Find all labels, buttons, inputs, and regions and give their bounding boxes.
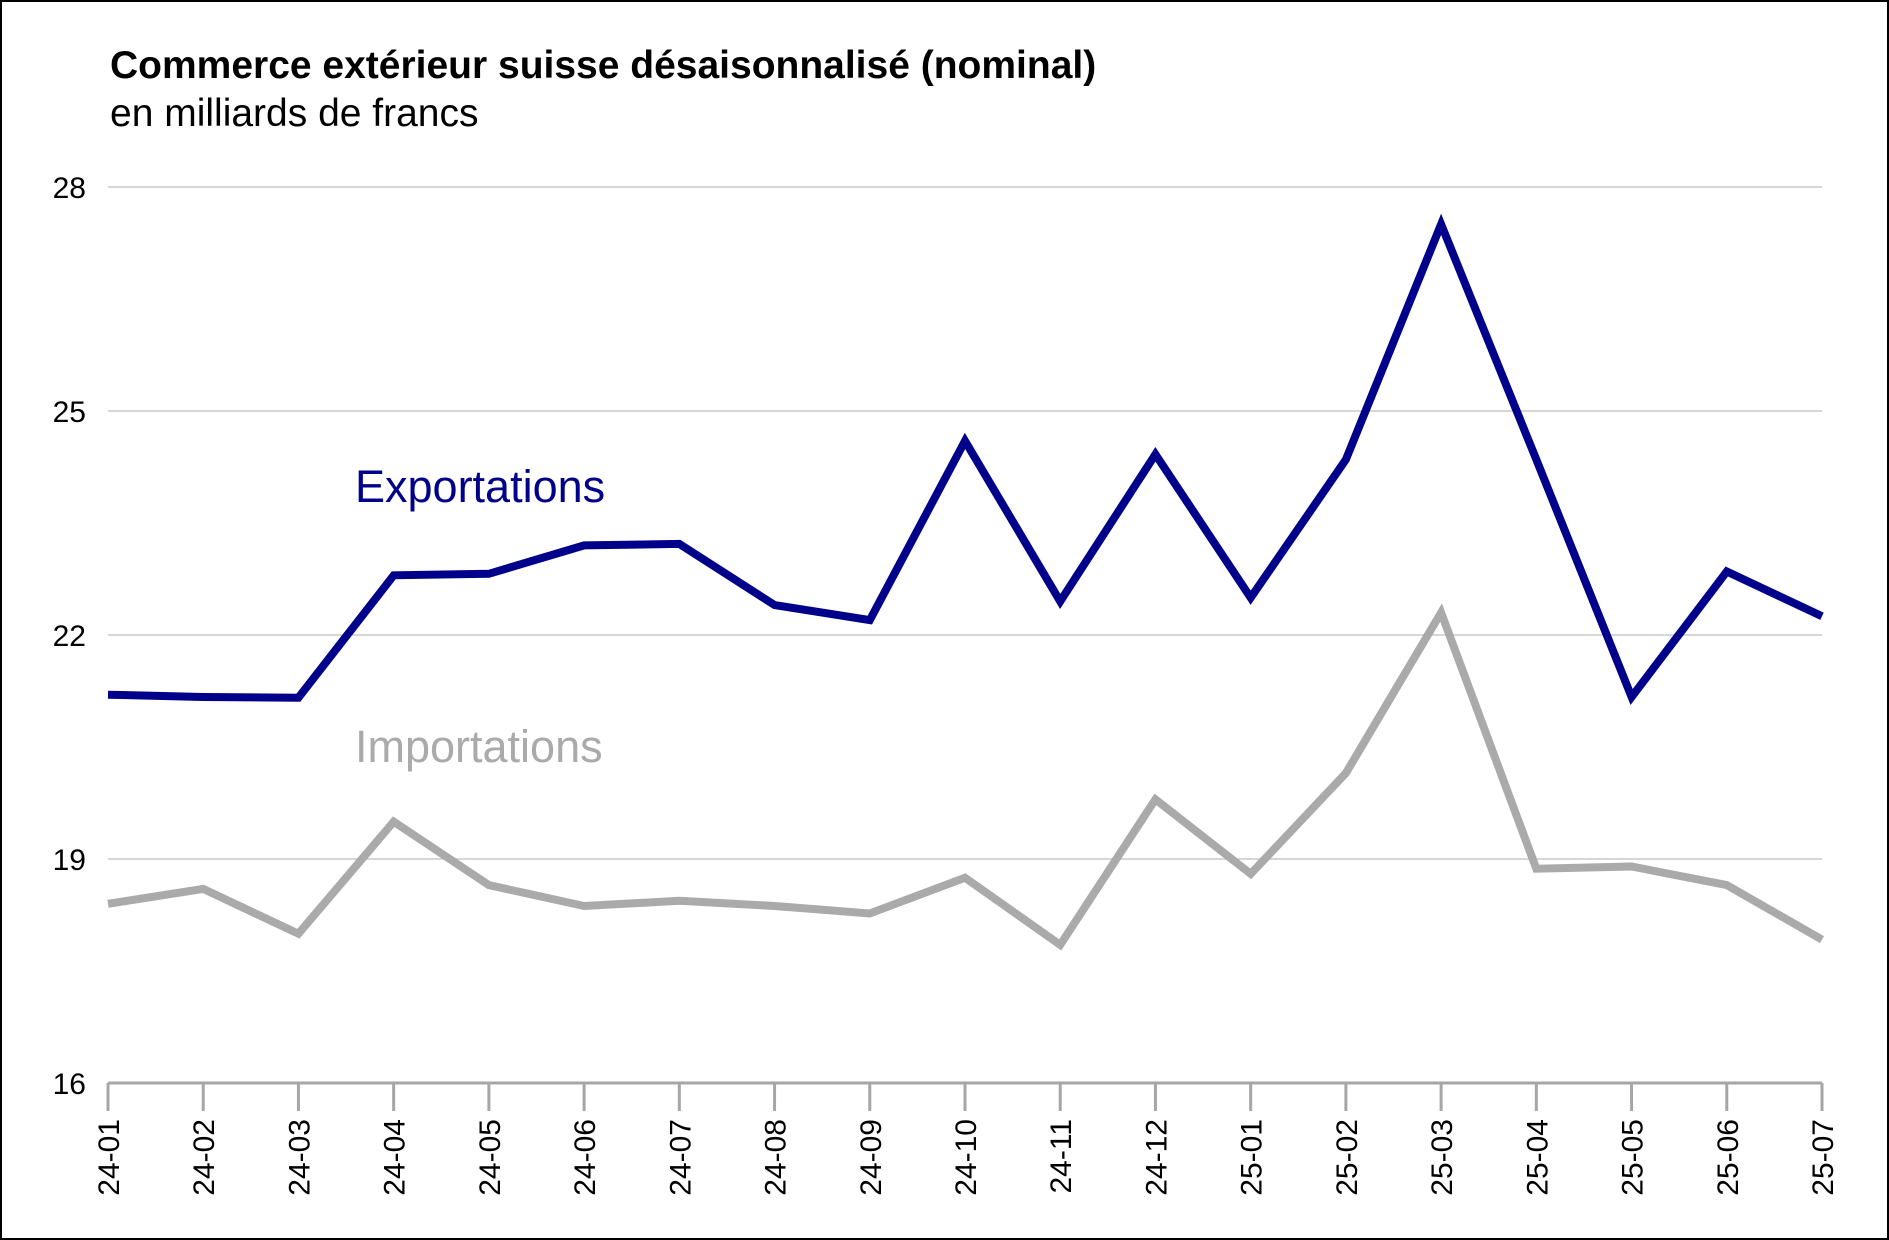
- data-point-importations-25-04: [1535, 868, 1537, 870]
- data-point-importations-24-10: [964, 877, 966, 879]
- x-tick-label-24-07: 24-07: [664, 1119, 697, 1196]
- series-label-importations: Importations: [355, 721, 603, 772]
- data-point-exportations-25-01: [1250, 597, 1252, 599]
- data-point-exportations-24-11: [1059, 600, 1061, 602]
- x-tick-label-25-07: 25-07: [1807, 1119, 1840, 1196]
- x-tick-label-24-02: 24-02: [188, 1119, 221, 1196]
- data-point-importations-24-07: [678, 900, 680, 902]
- data-point-importations-24-02: [202, 888, 204, 890]
- data-point-importations-24-06: [583, 905, 585, 907]
- data-point-exportations-25-07: [1821, 615, 1823, 617]
- x-axis: [106, 1081, 1824, 1111]
- series-label-exportations: Exportations: [355, 461, 605, 512]
- x-tick-label-24-04: 24-04: [379, 1119, 412, 1196]
- data-point-importations-24-09: [869, 913, 871, 915]
- x-tick-label-25-05: 25-05: [1617, 1119, 1650, 1196]
- x-tick-label-24-05: 24-05: [474, 1119, 507, 1196]
- data-point-importations-24-04: [393, 821, 395, 823]
- x-tick-label-25-06: 25-06: [1712, 1119, 1745, 1196]
- y-tick-label-28: 28: [53, 172, 86, 205]
- data-point-exportations-24-01: [107, 694, 109, 696]
- data-point-exportations-25-04: [1535, 459, 1537, 461]
- data-point-importations-24-01: [107, 903, 109, 905]
- y-tick-label-22: 22: [53, 620, 86, 653]
- data-point-importations-25-07: [1821, 939, 1823, 941]
- x-tick-label-24-09: 24-09: [855, 1119, 888, 1196]
- y-tick-label-16: 16: [53, 1068, 86, 1101]
- data-point-exportations-24-04: [393, 574, 395, 576]
- x-tick-label-24-01: 24-01: [93, 1119, 126, 1196]
- data-point-exportations-24-05: [488, 573, 490, 575]
- data-point-exportations-24-10: [964, 440, 966, 442]
- data-point-importations-24-08: [774, 905, 776, 907]
- x-tick-label-24-11: 24-11: [1045, 1119, 1078, 1194]
- series-line-importations: [107, 603, 1824, 951]
- series-lines: [107, 213, 1824, 951]
- x-tick-label-25-02: 25-02: [1331, 1119, 1364, 1196]
- chart-subtitle: en milliards de francs: [110, 92, 479, 135]
- data-point-exportations-24-06: [583, 544, 585, 546]
- data-point-importations-24-12: [1154, 798, 1156, 800]
- data-point-importations-25-02: [1345, 772, 1347, 774]
- data-point-exportations-25-06: [1726, 571, 1728, 573]
- data-point-importations-25-01: [1250, 873, 1252, 875]
- data-point-importations-24-03: [297, 933, 299, 935]
- chart-title: Commerce extérieur suisse désaisonnalisé…: [110, 44, 1097, 87]
- data-point-exportations-25-02: [1345, 459, 1347, 461]
- x-tick-label-24-12: 24-12: [1140, 1119, 1173, 1196]
- y-tick-label-19: 19: [53, 844, 86, 877]
- data-point-exportations-24-03: [297, 697, 299, 699]
- data-point-importations-24-05: [488, 884, 490, 886]
- x-tick-label-24-10: 24-10: [950, 1119, 983, 1196]
- data-point-exportations-25-03: [1440, 223, 1442, 225]
- data-point-importations-25-05: [1631, 865, 1633, 867]
- series-line-exportations: [107, 213, 1824, 706]
- data-point-exportations-24-02: [202, 696, 204, 698]
- x-tick-label-25-03: 25-03: [1426, 1119, 1459, 1196]
- x-tick-label-25-04: 25-04: [1521, 1119, 1554, 1196]
- data-point-importations-25-06: [1726, 884, 1728, 886]
- x-axis-labels: 24-01 24-02 24-03 24-04 24-05 24-06 24-07 24-08…: [93, 1119, 1840, 1196]
- x-tick-label-25-01: 25-01: [1236, 1119, 1269, 1196]
- y-tick-label-25: 25: [53, 396, 86, 429]
- data-point-exportations-24-08: [774, 604, 776, 606]
- x-tick-label-24-08: 24-08: [760, 1119, 793, 1196]
- data-point-exportations-25-05: [1631, 696, 1633, 698]
- data-point-exportations-24-09: [869, 619, 871, 621]
- data-point-importations-25-03: [1440, 612, 1442, 614]
- y-axis-labels: 16 19 22 25 28: [53, 172, 86, 1101]
- x-tick-label-24-06: 24-06: [569, 1119, 602, 1196]
- data-point-exportations-24-12: [1154, 453, 1156, 455]
- x-tick-label-24-03: 24-03: [283, 1119, 316, 1196]
- data-point-exportations-24-07: [678, 543, 680, 545]
- data-point-importations-24-11: [1059, 944, 1061, 946]
